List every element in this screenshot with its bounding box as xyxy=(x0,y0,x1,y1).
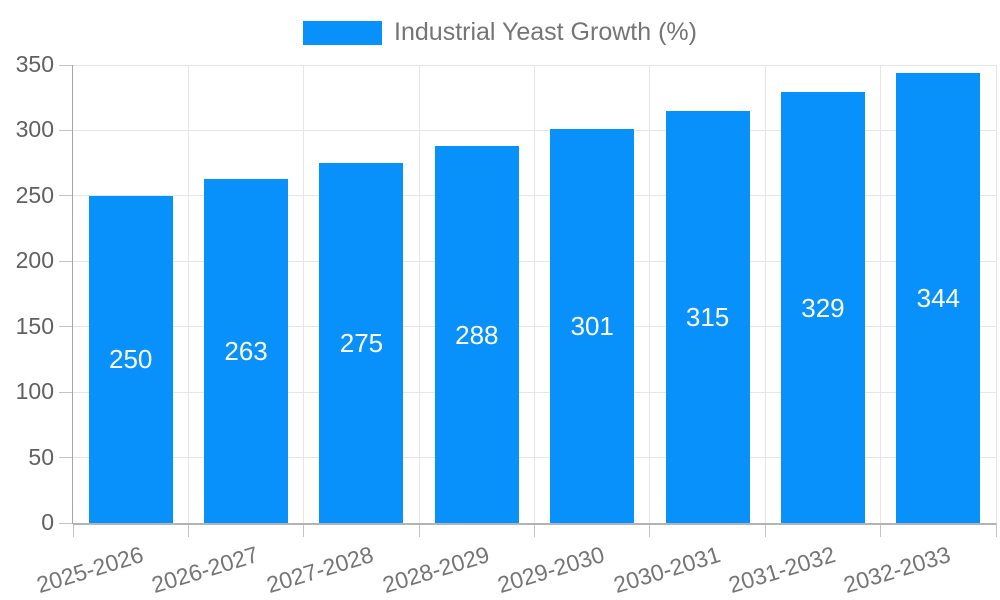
bar[interactable] xyxy=(780,92,865,523)
y-tick-mark xyxy=(59,326,73,328)
y-axis-line xyxy=(72,65,73,524)
legend-swatch xyxy=(303,20,383,45)
x-gridline xyxy=(649,65,651,523)
x-gridline xyxy=(764,65,766,523)
x-tick-mark xyxy=(303,523,305,537)
x-tick-mark xyxy=(764,523,766,537)
y-axis-tick-label: 300 xyxy=(15,116,54,143)
bar[interactable] xyxy=(204,178,289,523)
bar-value-label: 250 xyxy=(108,344,153,375)
y-tick-mark xyxy=(59,457,73,459)
x-tick-mark xyxy=(649,523,651,537)
bar[interactable] xyxy=(665,110,750,523)
x-tick-mark xyxy=(534,523,535,537)
bar[interactable] xyxy=(550,129,635,523)
y-tick-mark xyxy=(59,522,73,524)
x-tick-mark xyxy=(418,523,420,537)
y-axis-tick-label: 250 xyxy=(15,181,54,208)
bar[interactable] xyxy=(88,195,173,523)
legend-label: Industrial Yeast Growth (%) xyxy=(394,18,697,46)
bar[interactable] xyxy=(896,72,981,523)
x-tick-mark xyxy=(187,523,189,537)
y-axis-tick-label: 0 xyxy=(41,509,54,535)
x-axis-baseline xyxy=(73,523,996,525)
x-gridline xyxy=(303,65,305,523)
x-tick-mark xyxy=(995,523,997,537)
bar-value-label: 301 xyxy=(570,311,614,342)
bar-value-label: 288 xyxy=(455,319,499,350)
y-axis-tick-label: 150 xyxy=(15,312,54,339)
bar-value-label: 275 xyxy=(339,328,384,359)
bar-value-label: 315 xyxy=(685,301,730,332)
bar[interactable] xyxy=(434,146,519,523)
y-axis-tick-label: 100 xyxy=(15,378,54,405)
y-tick-mark xyxy=(59,391,73,393)
bar-value-label: 263 xyxy=(224,335,268,366)
x-gridline xyxy=(534,65,535,523)
x-gridline xyxy=(187,65,189,523)
x-gridline xyxy=(880,65,882,523)
x-tick-mark xyxy=(880,523,882,537)
y-axis-tick-label: 200 xyxy=(15,247,54,274)
legend: Industrial Yeast Growth (%) xyxy=(0,18,1000,47)
bar[interactable] xyxy=(319,163,404,523)
y-tick-mark xyxy=(59,129,73,131)
x-gridline xyxy=(418,65,420,523)
x-gridline xyxy=(995,65,997,523)
y-axis-tick-label: 50 xyxy=(28,443,54,470)
x-tick-mark xyxy=(72,523,74,537)
y-axis-tick-label: 350 xyxy=(15,51,54,77)
y-tick-mark xyxy=(59,64,73,66)
y-tick-mark xyxy=(59,260,73,262)
bar-value-label: 329 xyxy=(801,292,845,323)
y-tick-mark xyxy=(59,195,73,197)
bar-value-label: 344 xyxy=(916,282,960,313)
